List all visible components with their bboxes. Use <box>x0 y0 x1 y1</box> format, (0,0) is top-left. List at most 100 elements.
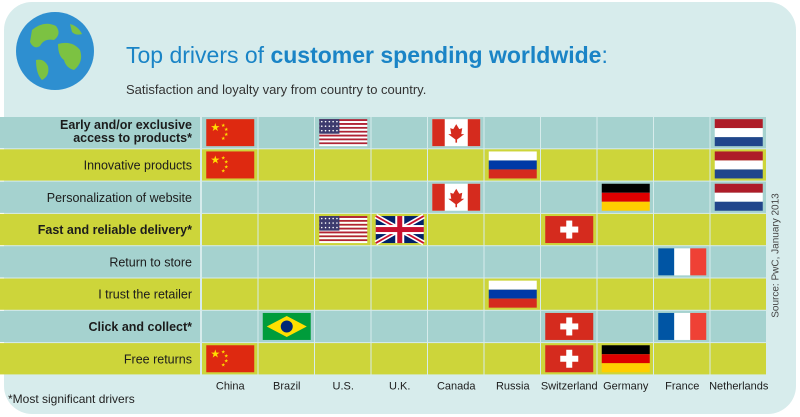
flag-china-icon: ★ ★★★★ <box>206 119 255 147</box>
table-cell <box>710 213 766 246</box>
table-cell <box>597 246 653 278</box>
svg-text:★: ★ <box>224 132 229 138</box>
table-cell <box>428 213 484 246</box>
table-cell <box>371 117 427 149</box>
row-label: Personalization of website <box>47 191 192 205</box>
chart-title: Top drivers of customer spending worldwi… <box>126 42 608 68</box>
footnote: *Most significant drivers <box>8 392 135 406</box>
table-cell <box>202 181 258 213</box>
flag-switzerland-icon <box>545 216 594 244</box>
row-label-cell <box>0 149 200 181</box>
flag-uk-icon <box>374 213 425 246</box>
svg-text:★: ★ <box>224 353 229 359</box>
svg-text:★: ★ <box>221 123 226 129</box>
column-label: Switzerland <box>541 380 598 392</box>
table-cell <box>428 310 484 343</box>
table-cell <box>484 213 540 246</box>
row-label: I trust the retailer <box>98 288 192 302</box>
flag-china-icon: ★ ★★★★ <box>206 151 255 179</box>
column-label: U.K. <box>389 380 410 392</box>
flag-netherlands-icon <box>714 151 763 179</box>
table-cell <box>484 181 540 213</box>
table-cell <box>258 343 314 375</box>
table-cell <box>710 278 766 310</box>
row-label: Click and collect* <box>88 320 192 334</box>
column-label: U.S. <box>333 380 354 392</box>
flag-germany-icon <box>601 183 650 211</box>
table-cell <box>541 246 597 278</box>
column-label: Netherlands <box>709 380 769 392</box>
table-cell <box>315 181 371 213</box>
flag-france-icon <box>658 248 707 276</box>
table-row: Early and/or exclusive access to products… <box>0 117 766 149</box>
svg-text:★: ★ <box>224 358 229 364</box>
flag-france-icon <box>658 312 707 340</box>
svg-text:★: ★ <box>210 347 220 360</box>
column-label: Brazil <box>273 380 301 392</box>
table-cell <box>428 149 484 181</box>
table-cell <box>654 343 710 375</box>
table-cell <box>597 149 653 181</box>
svg-text:★: ★ <box>221 136 226 142</box>
table-cell <box>541 149 597 181</box>
table-cell <box>541 278 597 310</box>
svg-text:★: ★ <box>221 168 226 174</box>
table-cell <box>258 246 314 278</box>
globe-icon <box>16 12 94 90</box>
flag-switzerland-icon <box>545 312 594 340</box>
column-label: Germany <box>603 380 649 392</box>
flag-brazil-icon <box>262 312 311 340</box>
table-cell <box>258 149 314 181</box>
flag-netherlands-icon <box>714 183 763 211</box>
table-row: Free returns ★ ★★★★ <box>0 343 766 375</box>
table-cell <box>597 278 653 310</box>
table-cell <box>258 278 314 310</box>
svg-text:★: ★ <box>221 155 226 161</box>
row-label: Fast and reliable delivery* <box>38 223 192 237</box>
table-row: Return to store <box>0 246 766 278</box>
table-cell <box>484 117 540 149</box>
table-row: Fast and reliable delivery* <box>0 213 766 246</box>
table-cell <box>258 117 314 149</box>
table-cell <box>371 278 427 310</box>
row-label-cell <box>0 278 200 310</box>
table-cell <box>371 181 427 213</box>
row-label: Innovative products <box>84 158 192 172</box>
table-cell <box>597 213 653 246</box>
column-label: China <box>216 380 246 392</box>
table-cell <box>428 246 484 278</box>
flag-us-icon <box>319 216 368 244</box>
table-cell <box>484 343 540 375</box>
table-cell <box>258 181 314 213</box>
table-cell <box>428 343 484 375</box>
table-cell <box>315 246 371 278</box>
flag-us-icon <box>319 119 368 147</box>
row-label-cell <box>0 343 200 375</box>
table-cell <box>371 343 427 375</box>
svg-text:★: ★ <box>221 349 226 355</box>
svg-text:★: ★ <box>224 164 229 170</box>
flag-russia-icon <box>488 280 537 308</box>
table-cell <box>484 310 540 343</box>
table-cell <box>541 117 597 149</box>
table-cell <box>710 310 766 343</box>
table-row: Innovative products ★ ★★★★ <box>0 149 766 181</box>
row-label-cell <box>0 213 200 246</box>
table-cell <box>597 310 653 343</box>
table-cell <box>202 246 258 278</box>
table-cell <box>371 310 427 343</box>
row-label-cell <box>0 117 200 149</box>
svg-text:★: ★ <box>221 362 226 368</box>
row-label-cell <box>0 246 200 278</box>
table-cell <box>710 246 766 278</box>
table-cell <box>541 181 597 213</box>
svg-text:★: ★ <box>210 121 220 134</box>
flag-china-icon: ★ ★★★★ <box>206 345 255 373</box>
column-label: Canada <box>437 380 476 392</box>
table-cell <box>654 149 710 181</box>
row-label: Early and/or exclusive access to products… <box>60 118 192 145</box>
table-cell <box>315 310 371 343</box>
table-row: I trust the retailer <box>0 278 766 310</box>
table-cell <box>428 278 484 310</box>
